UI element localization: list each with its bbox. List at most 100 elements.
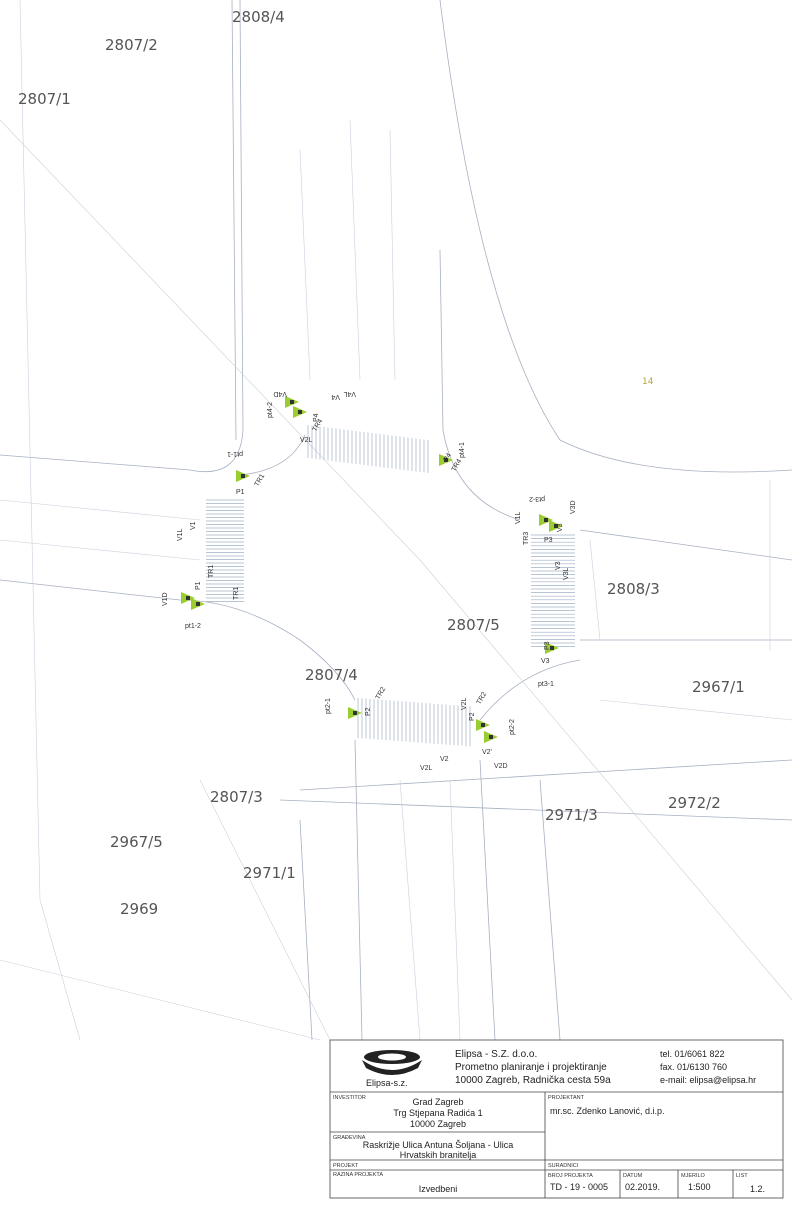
parcel-number: 2971/3 xyxy=(545,806,598,824)
signal-label: V4L xyxy=(343,390,356,397)
investor: Trg Stjepana Radića 1 xyxy=(393,1108,482,1118)
signal-label: pt3-1 xyxy=(538,681,554,688)
sheet: 1.2. xyxy=(750,1184,765,1194)
signal-label: V2L xyxy=(461,697,468,710)
parcel-number: 2971/1 xyxy=(243,864,296,882)
field-label: SURADNICI xyxy=(548,1163,579,1169)
parcel-number: 2967/5 xyxy=(110,833,163,851)
signal-label: TR3 xyxy=(523,532,530,545)
signal-head xyxy=(554,524,558,528)
signal-head xyxy=(290,400,294,404)
signal-label: V3D xyxy=(570,500,577,514)
signal-head xyxy=(550,646,554,650)
activity: Prometno planiranje i projektiranje xyxy=(455,1062,607,1073)
signal-label: P2 xyxy=(469,712,476,721)
parcel-number: 2807/3 xyxy=(210,788,263,806)
road-lines xyxy=(0,0,792,1041)
parcel-number: 2808/3 xyxy=(607,580,660,598)
field-label: PROJEKT xyxy=(333,1163,359,1169)
field-label: LIST xyxy=(736,1173,748,1179)
parcel-number: 2807/1 xyxy=(18,90,71,108)
investor: Grad Zagreb xyxy=(412,1097,463,1107)
signal-label: P3 xyxy=(544,641,551,650)
signal-head xyxy=(544,518,548,522)
signal-label: pt3-2 xyxy=(529,495,545,502)
field-label: MJERILO xyxy=(681,1173,706,1179)
signal-label: V1D xyxy=(162,592,169,606)
signal-label: V2L xyxy=(300,437,313,444)
field-label: PROJEKTANT xyxy=(548,1095,585,1101)
field-label: BROJ PROJEKTA xyxy=(548,1173,593,1179)
signal-label: pt1-2 xyxy=(185,623,201,630)
designer: mr.sc. Zdenko Lanović, d.i.p. xyxy=(550,1106,665,1116)
signal-label: P3 xyxy=(544,537,553,544)
signal-label: TR1 xyxy=(233,587,240,600)
parcel-number: 14 xyxy=(642,377,654,387)
investor: 10000 Zagreb xyxy=(410,1119,466,1129)
parcel-number: 2967/1 xyxy=(692,678,745,696)
signal-head xyxy=(186,596,190,600)
signal-head xyxy=(489,735,493,739)
signal-label: V2' xyxy=(482,749,492,756)
parcel-number: 2808/4 xyxy=(232,8,285,26)
signal-label: V4D xyxy=(273,390,287,397)
title-block: Elipsa-s.z. Elipsa - S.Z. d.o.o. Prometn… xyxy=(329,1039,784,1199)
parcel-number: 2807/4 xyxy=(305,666,358,684)
company: Elipsa - S.Z. d.o.o. xyxy=(455,1049,537,1060)
signal-label: V1L xyxy=(177,528,184,541)
date: 02.2019. xyxy=(625,1182,660,1192)
signal-label: V3L xyxy=(563,567,570,580)
signal-label: TR1 xyxy=(208,565,215,578)
project-number: TD - 19 - 0005 xyxy=(550,1182,608,1192)
parcel-number: 2807/5 xyxy=(447,616,500,634)
signal-label: pt2-2 xyxy=(509,719,516,735)
signal-icons xyxy=(181,396,563,743)
signal-label: P1 xyxy=(236,489,245,496)
building: Raskrižje Ulica Antuna Šoljana - Ulica xyxy=(363,1140,514,1150)
signal-label: pt1-1 xyxy=(227,450,243,457)
signal-label: V3 xyxy=(557,523,564,532)
signal-head xyxy=(196,602,200,606)
signal-label: V1L xyxy=(515,511,522,524)
signal-label: P2 xyxy=(365,707,372,716)
field-label: RAZINA PROJEKTA xyxy=(333,1172,383,1178)
scale: 1:500 xyxy=(688,1182,711,1192)
signal-label: V3 xyxy=(541,658,550,665)
crosswalks xyxy=(206,425,575,747)
field-label: DATUM xyxy=(623,1173,643,1179)
signal-label: V2L xyxy=(420,765,433,772)
signal-label: P4 xyxy=(313,413,320,422)
address: 10000 Zagreb, Radnička cesta 59a xyxy=(455,1075,611,1086)
logo xyxy=(362,1050,422,1075)
signal-head xyxy=(481,723,485,727)
signal-head xyxy=(241,474,245,478)
tel: tel. 01/6061 822 xyxy=(660,1049,725,1059)
signal-label: pt4-2 xyxy=(267,402,274,418)
signal-head xyxy=(298,410,302,414)
signal-label: P4 xyxy=(443,452,453,463)
email: e-mail: elipsa@elipsa.hr xyxy=(660,1075,756,1085)
parcel-number: 2972/2 xyxy=(668,794,721,812)
level: Izvedbeni xyxy=(419,1184,458,1194)
signal-label: V2D xyxy=(494,763,508,770)
signal-label: P1 xyxy=(195,581,202,590)
signal-label: V2 xyxy=(440,756,449,763)
signal-head xyxy=(444,458,448,462)
signal-label: V1 xyxy=(190,521,197,530)
building: Hrvatskih branitelja xyxy=(400,1150,477,1160)
signal-label: V4 xyxy=(331,393,340,400)
logo-caption: Elipsa-s.z. xyxy=(366,1078,408,1088)
signal-label: pt4-1 xyxy=(459,442,466,458)
fax: fax. 01/6130 760 xyxy=(660,1062,727,1072)
field-label: GRAĐEVINA xyxy=(333,1135,366,1141)
parcel-number: 2807/2 xyxy=(105,36,158,54)
parcel-number: 2969 xyxy=(120,900,158,918)
signal-head xyxy=(353,711,357,715)
labels: 2808/4 2807/2 2807/1 14 2808/3 2807/5 2807/4 29… xyxy=(18,8,745,918)
signal-label: V3 xyxy=(555,561,562,570)
title-frame xyxy=(329,1039,784,1199)
field-label: INVESTITOR xyxy=(333,1095,366,1101)
